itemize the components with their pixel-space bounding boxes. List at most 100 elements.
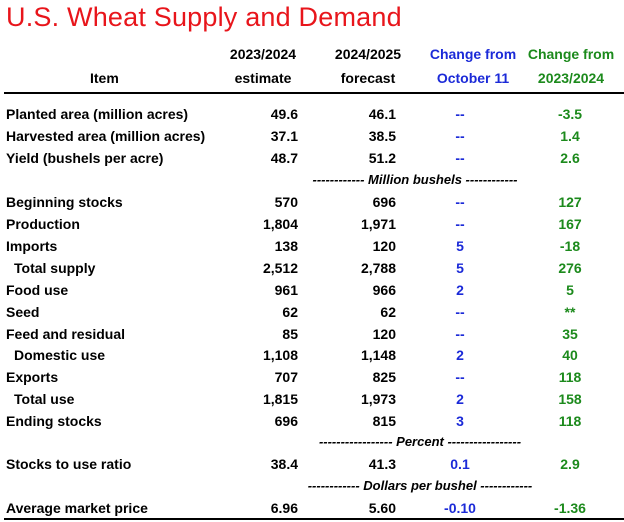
row-item-label: Planted area (million acres)	[6, 106, 189, 122]
row-change-year-value: 158	[558, 391, 582, 407]
row-change-oct-value: 3	[456, 413, 464, 429]
row-change-oct-value: 2	[456, 391, 464, 407]
bottom-rule	[4, 518, 624, 520]
table-row: Feed and residual 85 120 -- 35	[0, 326, 624, 346]
row-item-label: Feed and residual	[6, 326, 126, 342]
header-item: Item	[90, 70, 119, 86]
row-estimate-value: 85	[282, 326, 298, 342]
table-row: Yield (bushels per acre) 48.7 51.2 -- 2.6	[0, 150, 624, 170]
table-row: Exports 707 825 -- 118	[0, 369, 624, 389]
section-percent: ----------------- Percent --------------…	[0, 434, 624, 452]
row-change-year-value: -18	[559, 238, 581, 254]
row-item-label: Food use	[6, 282, 69, 298]
row-change-oct-value: --	[455, 326, 465, 342]
header-change-year-line1: Change from	[527, 46, 615, 62]
row-forecast-value: 1,148	[360, 347, 396, 363]
row-change-oct-value: 5	[456, 238, 464, 254]
row-change-oct-value: 2	[456, 347, 464, 363]
row-estimate-value: 570	[274, 194, 298, 210]
row-estimate-value: 961	[274, 282, 298, 298]
row-change-oct-value: --	[455, 369, 465, 385]
row-estimate-value: 38.4	[270, 456, 298, 472]
row-change-oct-value: -0.10	[444, 500, 476, 516]
row-estimate-value: 37.1	[270, 128, 298, 144]
header-forecast: forecast	[340, 70, 396, 86]
row-change-year-value: 118	[558, 413, 582, 429]
table-row: Average market price 6.96 5.60 -0.10 -1.36	[0, 500, 624, 520]
row-estimate-value: 2,512	[262, 260, 298, 276]
row-item-label: Domestic use	[14, 347, 106, 363]
section-label: ------------ Dollars per bushel --------…	[307, 478, 533, 493]
row-item-label: Beginning stocks	[6, 194, 123, 210]
row-forecast-value: 825	[372, 369, 396, 385]
row-item-label: Ending stocks	[6, 413, 102, 429]
section-million-bushels: ------------ Million bushels -----------…	[0, 172, 624, 190]
header-change-oct-line2: October 11	[436, 70, 510, 86]
row-forecast-value: 120	[372, 238, 396, 254]
table-header: 2023/2024 2024/2025 Change from Change f…	[0, 46, 624, 90]
row-estimate-value: 707	[274, 369, 298, 385]
row-estimate-value: 696	[274, 413, 298, 429]
row-change-year-value: -1.36	[554, 500, 586, 516]
row-forecast-value: 815	[372, 413, 396, 429]
row-change-oct-value: --	[455, 304, 465, 320]
row-forecast-value: 5.60	[368, 500, 396, 516]
row-forecast-value: 120	[372, 326, 396, 342]
row-estimate-value: 48.7	[270, 150, 298, 166]
row-change-year-value: 167	[558, 216, 582, 232]
table-row: Imports 138 120 5 -18	[0, 238, 624, 258]
row-change-year-value: 2.6	[560, 150, 580, 166]
row-change-oct-value: --	[455, 128, 465, 144]
row-item-label: Production	[6, 216, 80, 232]
row-change-year-value: 35	[562, 326, 578, 342]
row-item-label: Imports	[6, 238, 58, 254]
header-change-oct-line1: Change from	[429, 46, 517, 62]
row-change-year-value: 276	[558, 260, 582, 276]
row-estimate-value: 49.6	[270, 106, 298, 122]
row-estimate-value: 1,815	[262, 391, 298, 407]
row-estimate-value: 6.96	[270, 500, 298, 516]
header-estimate-year: 2023/2024	[229, 46, 297, 62]
table-row: Domestic use 1,108 1,148 2 40	[0, 347, 624, 367]
row-change-year-value: 5	[566, 282, 574, 298]
row-change-year-value: -3.5	[557, 106, 583, 122]
row-item-label: Exports	[6, 369, 59, 385]
row-item-label: Yield (bushels per acre)	[6, 150, 164, 166]
row-change-oct-value: 5	[456, 260, 464, 276]
row-item-label: Average market price	[6, 500, 148, 516]
table-row: Food use 961 966 2 5	[0, 282, 624, 302]
row-change-oct-value: 2	[456, 282, 464, 298]
row-forecast-value: 2,788	[360, 260, 396, 276]
table-row: Harvested area (million acres) 37.1 38.5 --…	[0, 128, 624, 148]
row-change-oct-value: --	[455, 106, 465, 122]
row-change-oct-value: --	[455, 194, 465, 210]
table-row: Production 1,804 1,971 -- 167	[0, 216, 624, 236]
header-forecast-year: 2024/2025	[334, 46, 402, 62]
row-change-year-value: 118	[558, 369, 582, 385]
row-forecast-value: 41.3	[368, 456, 396, 472]
row-item-label: Harvested area (million acres)	[6, 128, 206, 144]
row-change-oct-value: --	[455, 150, 465, 166]
row-change-year-value: 2.9	[560, 456, 580, 472]
row-forecast-value: 1,973	[360, 391, 396, 407]
row-estimate-value: 1,108	[262, 347, 298, 363]
row-forecast-value: 696	[372, 194, 396, 210]
row-item-label: Total use	[14, 391, 75, 407]
row-forecast-value: 62	[380, 304, 396, 320]
header-estimate: estimate	[234, 70, 292, 86]
section-label: ----------------- Percent --------------…	[318, 434, 522, 449]
row-item-label: Stocks to use ratio	[6, 456, 132, 472]
page-title: U.S. Wheat Supply and Demand	[6, 2, 402, 32]
table-row: Total use 1,815 1,973 2 158	[0, 391, 624, 411]
row-forecast-value: 1,971	[360, 216, 396, 232]
row-change-year-value: 40	[562, 347, 578, 363]
row-estimate-value: 62	[282, 304, 298, 320]
table-row: Seed 62 62 -- **	[0, 304, 624, 324]
row-estimate-value: 138	[274, 238, 298, 254]
table-row: Stocks to use ratio 38.4 41.3 0.1 2.9	[0, 456, 624, 476]
row-item-label: Seed	[6, 304, 40, 320]
row-item-label: Total supply	[14, 260, 96, 276]
section-dollars: ------------ Dollars per bushel --------…	[0, 478, 624, 496]
row-forecast-value: 51.2	[368, 150, 396, 166]
table-row: Planted area (million acres) 49.6 46.1 -- -3…	[0, 106, 624, 126]
